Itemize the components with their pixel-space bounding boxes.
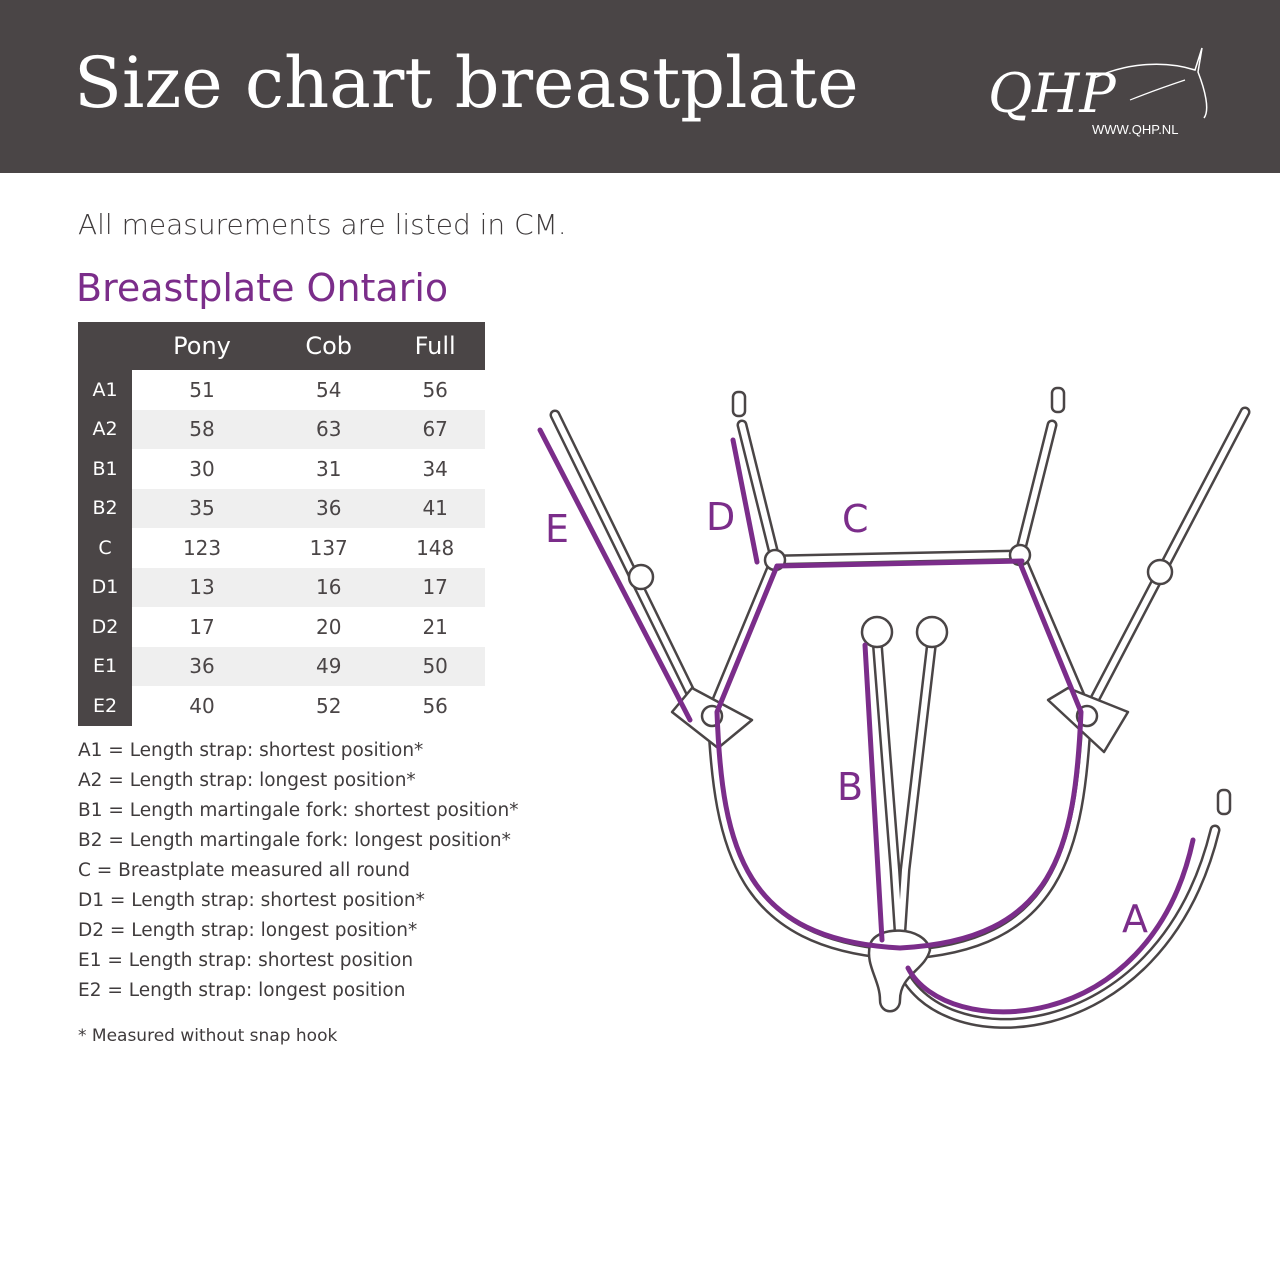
logo-url: WWW.QHP.NL [1092, 122, 1179, 137]
legend-item: A2 = Length strap: longest position* [78, 770, 416, 791]
breastplate-diagram: E D C B A [537, 386, 1251, 1029]
table-row: A1 51 54 56 [78, 370, 485, 410]
table-cell: 20 [315, 614, 342, 639]
table-row: A2 58 63 67 [78, 409, 485, 449]
row-label: B2 [78, 488, 132, 528]
table-row: E2 40 52 56 [78, 686, 485, 726]
legend-item: D2 = Length strap: longest position* [78, 920, 418, 941]
table-cell: 41 [385, 488, 485, 528]
table-cell: 21 [422, 614, 448, 639]
table-cell: 58 [132, 409, 273, 449]
table-cell: 51 [189, 377, 215, 402]
table-row: B1 30 31 34 [78, 449, 485, 489]
table-cell: 56 [422, 693, 448, 718]
ring-icon [627, 563, 655, 591]
table-cell: 148 [416, 535, 455, 560]
measure-d [730, 437, 760, 565]
row-label: C [78, 528, 132, 568]
column-header: Pony [132, 322, 273, 370]
table-cell: 52 [315, 693, 342, 718]
ring-icon [915, 615, 949, 649]
legend: A1 = Length strap: shortest position* A2 … [78, 736, 518, 1006]
table-row: B2 35 36 41 [78, 488, 485, 528]
page-title: Size chart breastplate [74, 42, 859, 124]
qhp-logo: QHP WWW.QHP.NL [980, 40, 1220, 145]
table-cell: 35 [132, 488, 273, 528]
table-header: Pony Cob Full [78, 322, 485, 370]
row-label: A1 [78, 370, 132, 410]
row-label: D1 [78, 567, 132, 607]
legend-item: E1 = Length strap: shortest position [78, 950, 414, 971]
table-cell: 16 [272, 567, 386, 607]
legend-item: E2 = Length strap: longest position [78, 980, 406, 1001]
label-e: E [545, 507, 569, 551]
snap-hook-icon [1216, 788, 1232, 816]
table-cell: 49 [272, 646, 386, 686]
column-header: Cob [272, 322, 386, 370]
table-cell: 67 [385, 409, 485, 449]
table-cell: 17 [385, 567, 485, 607]
row-label: B1 [78, 449, 132, 489]
table-cell: 123 [182, 535, 222, 560]
measurement-lines [537, 427, 1196, 1015]
snap-hook-icon [1050, 386, 1066, 414]
table-cell: 36 [132, 646, 273, 686]
table-cell: 54 [315, 377, 342, 402]
table-cell: 56 [422, 377, 448, 402]
table-cell: 137 [309, 535, 348, 560]
ring-icon [1146, 558, 1174, 586]
table-row: D1 13 16 17 [78, 567, 485, 607]
intro-text: All measurements are listed in CM. [78, 208, 567, 241]
footnote: * Measured without snap hook [78, 1026, 338, 1046]
legend-item: C = Breastplate measured all round [78, 860, 410, 881]
logo-text: QHP [988, 62, 1116, 125]
measure-a [905, 837, 1196, 1015]
center-ring-plate [867, 929, 932, 1013]
label-d: D [706, 495, 735, 539]
measure-b [862, 642, 885, 943]
table-cell: 17 [189, 614, 215, 639]
measure-e [537, 427, 693, 723]
row-label: E2 [78, 686, 132, 726]
table-row: C 123 137 148 [78, 528, 485, 568]
row-label: D2 [78, 607, 132, 647]
table-cell: 30 [189, 456, 215, 481]
table-row: D2 17 20 21 [78, 607, 485, 647]
measure-c [774, 558, 1025, 569]
table-cell: 13 [132, 567, 273, 607]
table-cell: 36 [272, 488, 386, 528]
header-banner: Size chart breastplate QHP WWW.QHP.NL [0, 0, 1280, 173]
table-cell: 63 [272, 409, 386, 449]
legend-item: D1 = Length strap: shortest position* [78, 890, 425, 911]
corner-cell [78, 322, 132, 370]
column-header: Full [385, 322, 485, 370]
legend-item: A1 = Length strap: shortest position* [78, 740, 424, 761]
row-label: E1 [78, 646, 132, 686]
table-cell: 34 [422, 456, 448, 481]
table-cell: 50 [385, 646, 485, 686]
label-b: B [837, 765, 863, 809]
legend-item: B1 = Length martingale fork: shortest po… [78, 800, 519, 821]
legend-item: B2 = Length martingale fork: longest pos… [78, 830, 511, 851]
product-title: Breastplate Ontario [76, 266, 449, 310]
ring-icon [860, 615, 894, 649]
size-table: Pony Cob Full A1 51 54 56 A2 58 63 67 B1 30 31 34 B2… [78, 322, 485, 726]
label-a: A [1122, 897, 1148, 941]
snap-hook-icon [731, 390, 747, 418]
table-cell: 31 [315, 456, 342, 481]
row-label: A2 [78, 409, 132, 449]
table-row: E1 36 49 50 [78, 646, 485, 686]
horse-head-icon [1089, 47, 1208, 119]
label-c: C [842, 497, 869, 541]
table-cell: 40 [189, 693, 215, 718]
